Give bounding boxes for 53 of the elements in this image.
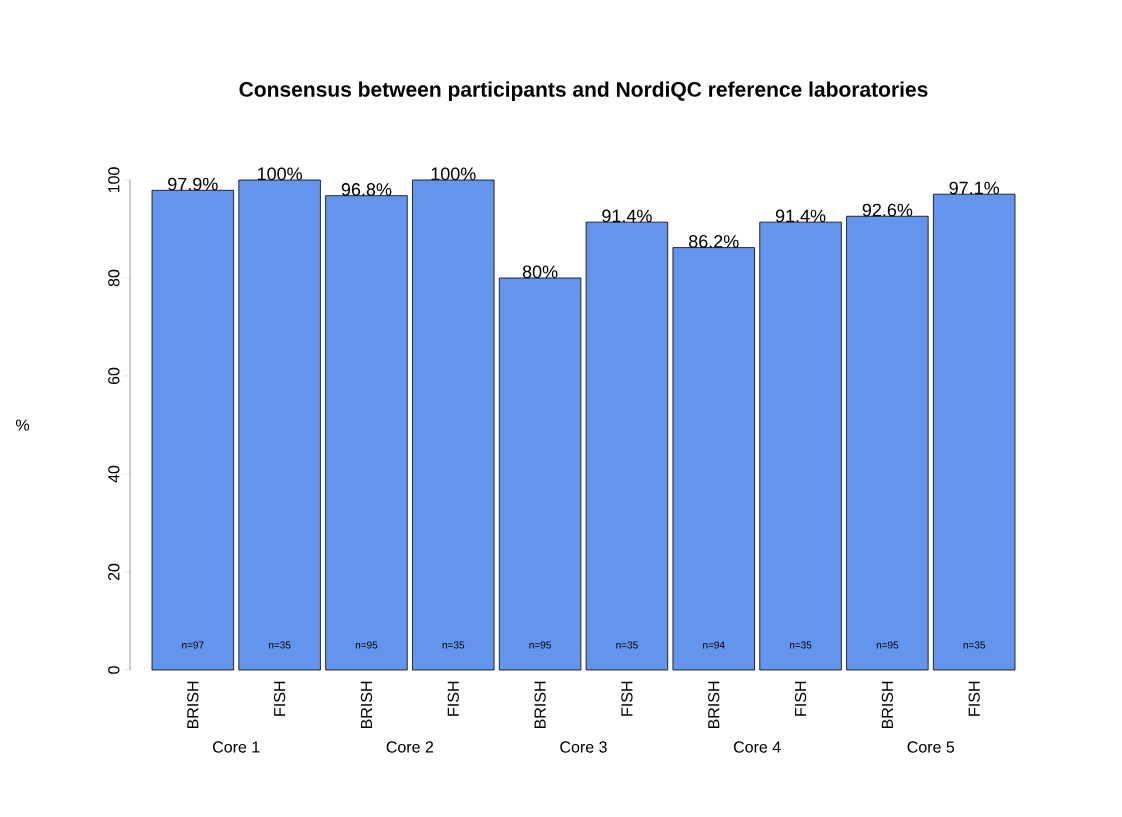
bar — [846, 215, 929, 671]
bar — [412, 179, 495, 671]
x-tick-label: BRISH — [360, 681, 373, 729]
bar — [585, 221, 669, 671]
bar — [498, 277, 582, 671]
y-tick-label: 20 — [108, 563, 120, 581]
data-label: 92.6% — [862, 203, 913, 217]
x-tick-label: BRISH — [187, 681, 199, 729]
y-tick-label: 40 — [108, 465, 120, 483]
data-label: 96.8% — [341, 183, 392, 196]
data-label: 100% — [431, 167, 476, 181]
annotation: n=95 — [529, 641, 551, 649]
data-label: 97.9% — [168, 177, 218, 191]
bar — [151, 189, 235, 671]
x-tick-label: FISH — [794, 681, 807, 716]
y-tick-label: 100 — [108, 167, 120, 193]
annotation: n=35 — [963, 641, 986, 649]
annotation: n=35 — [269, 641, 291, 649]
annotation: n=94 — [703, 641, 725, 649]
bar — [759, 221, 842, 671]
annotation: n=97 — [182, 641, 204, 649]
data-label: 86.2% — [689, 235, 739, 248]
data-label: 91.4% — [602, 209, 652, 223]
x-tick-label: FISH — [447, 681, 459, 716]
text: Core 1 — [213, 741, 260, 753]
chart-title: Consensus between participants and NordiQC reference laboratories — [239, 81, 928, 101]
annotation: n=35 — [789, 641, 812, 649]
y-tick-label: 60 — [108, 367, 120, 385]
bar — [672, 247, 755, 671]
data-label: 97.1% — [949, 181, 1000, 195]
annotation: n=35 — [442, 641, 465, 649]
data-label: 100% — [257, 167, 302, 181]
annotation: n=95 — [355, 641, 378, 649]
x-tick-label: BRISH — [534, 681, 546, 729]
x-tick-label: BRISH — [708, 681, 720, 729]
x-tick-label: FISH — [968, 681, 980, 716]
y-tick-label: 0 — [108, 666, 120, 674]
x-tick-label: FISH — [621, 681, 633, 716]
text: Core 2 — [386, 741, 434, 753]
x-tick-label: FISH — [273, 681, 286, 716]
bar — [325, 195, 408, 671]
data-label: 91.4% — [775, 209, 826, 223]
bar — [238, 179, 321, 671]
x-tick-label: BRISH — [881, 681, 894, 729]
annotation: n=35 — [616, 641, 638, 649]
annotation: n=95 — [876, 641, 899, 649]
bar — [932, 193, 1016, 671]
y-tick-label: 80 — [108, 269, 120, 287]
data-label: 80% — [522, 265, 558, 279]
text: Core 5 — [907, 741, 955, 753]
text: Core 3 — [560, 741, 607, 753]
text: Core 4 — [733, 741, 781, 753]
y-axis-title: % — [16, 419, 30, 431]
